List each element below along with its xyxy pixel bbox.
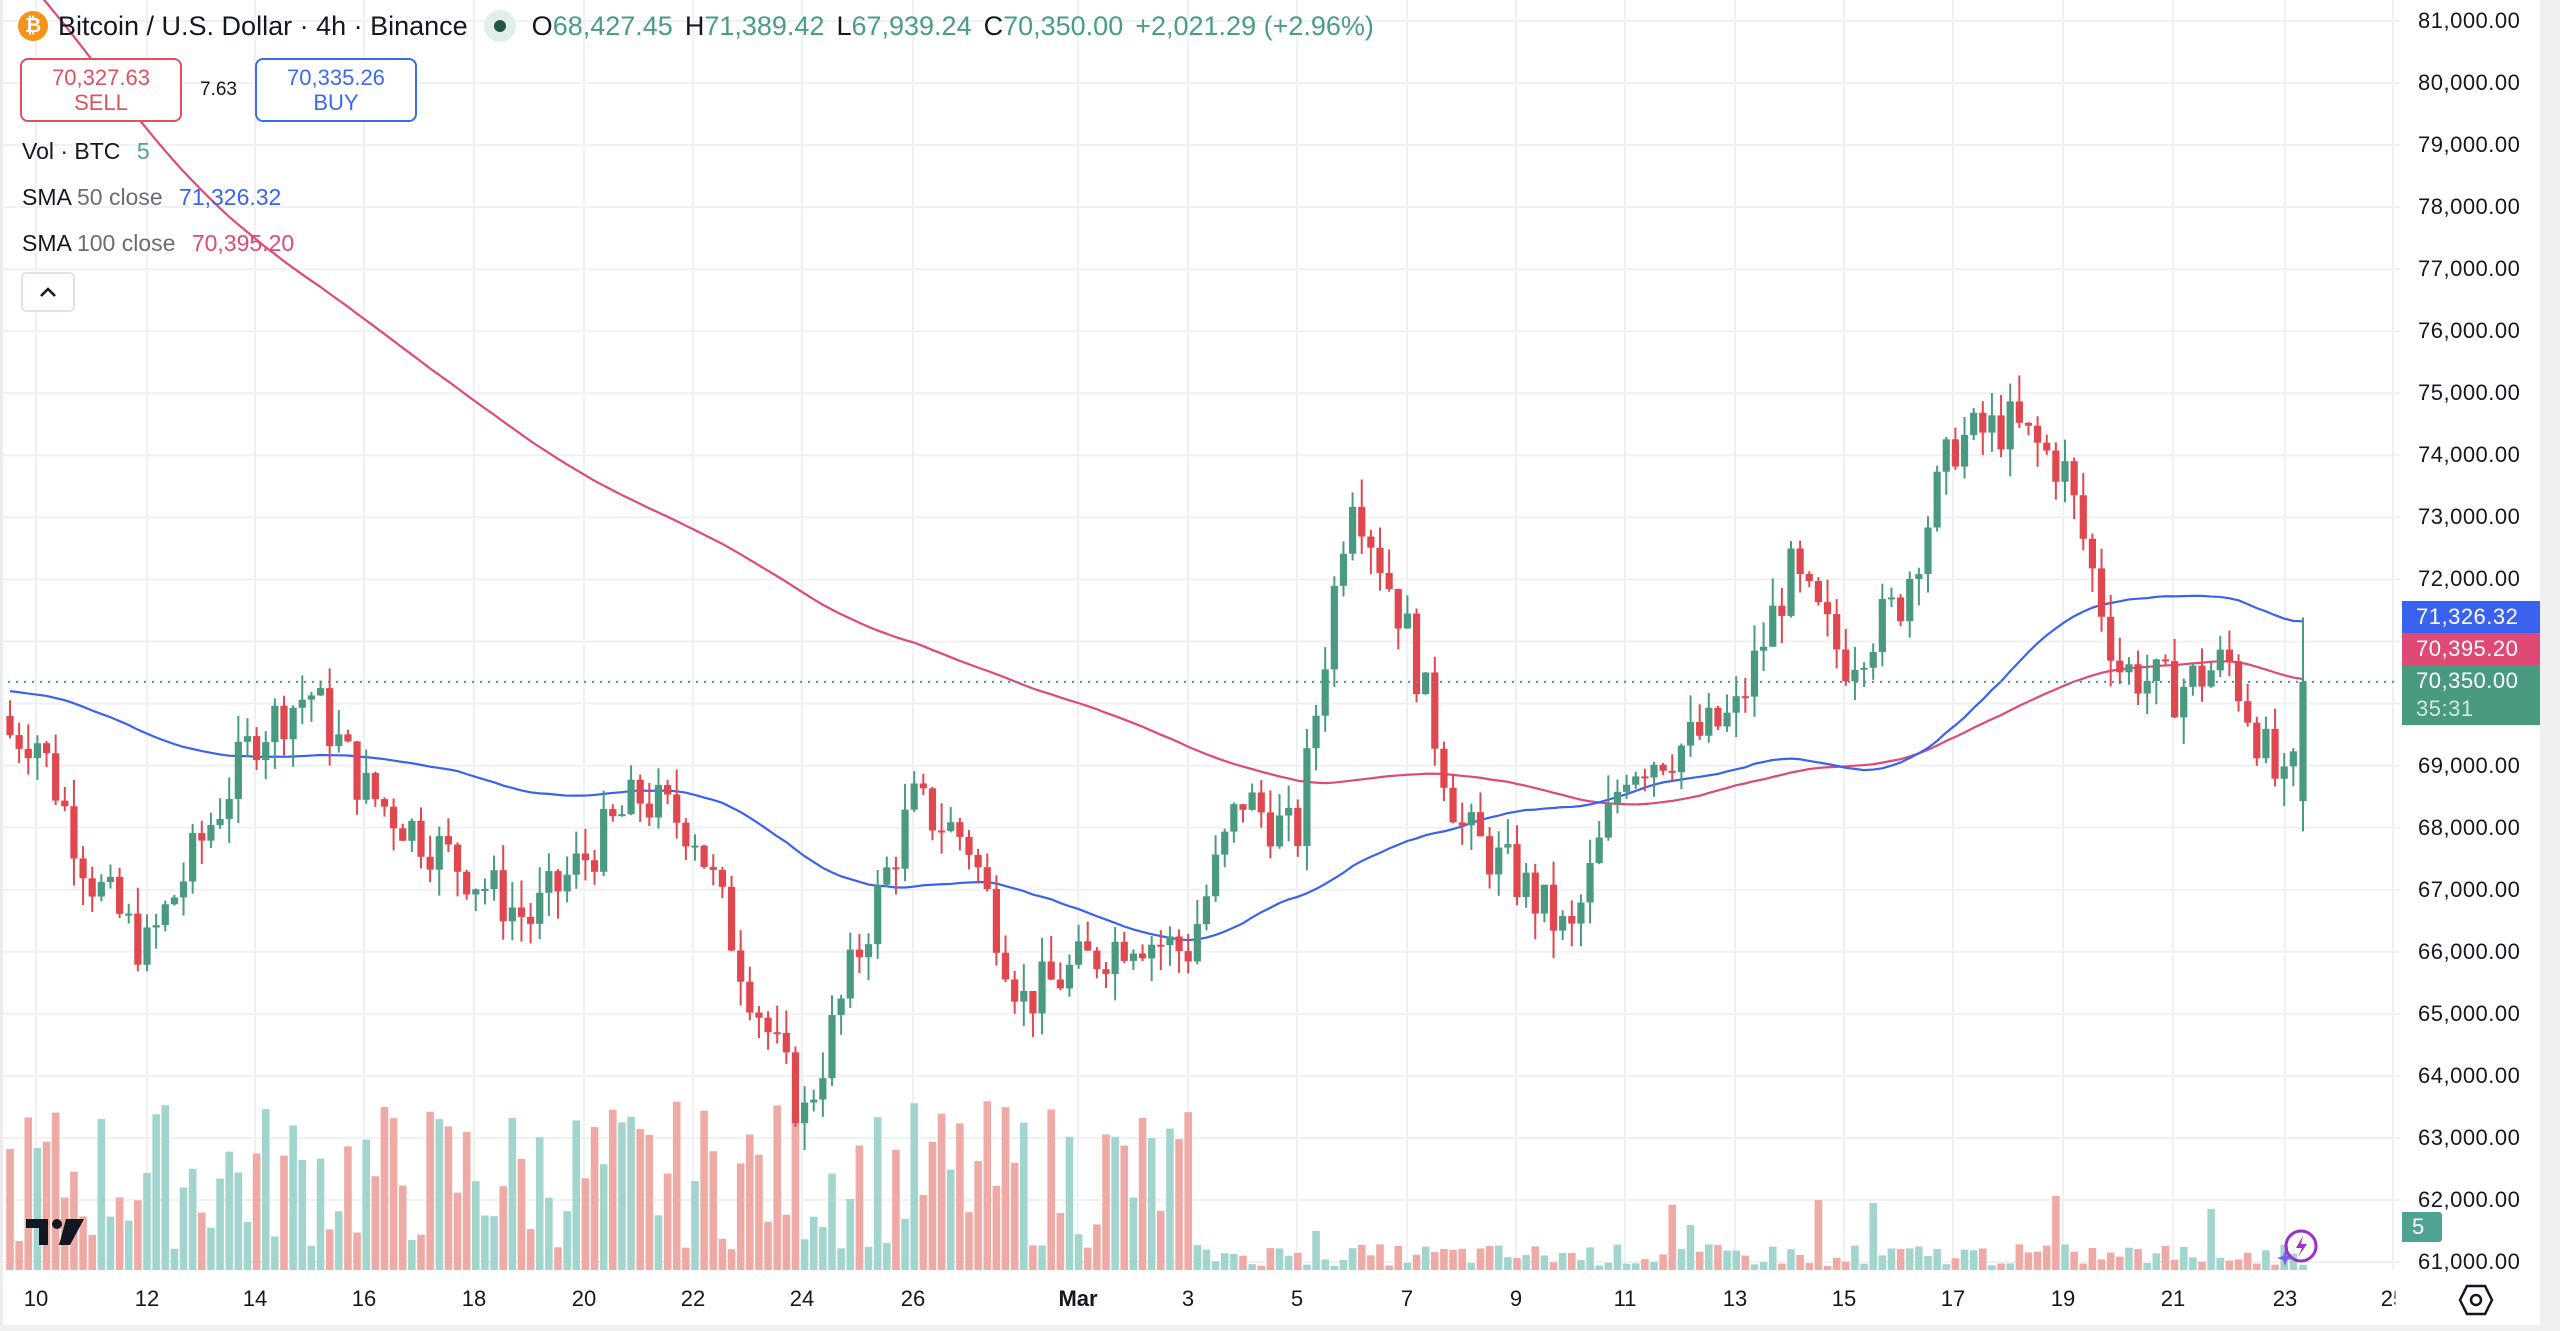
sma50-price-tag: 71,326.32 [2402,601,2542,633]
time-axis-label: 25 [2380,1286,2406,1311]
time-axis-label: 26 [900,1286,926,1311]
time-axis-label: 22 [680,1286,706,1311]
right-scroll-panel [2540,0,2560,1331]
price-axis-label: 77,000.00 [2418,256,2521,282]
market-status-icon[interactable] [483,10,516,42]
trade-panel: 70,327.63 SELL 7.63 70,335.26 BUY [20,58,417,122]
sell-price: 70,327.63 [52,64,150,90]
volume-tag: 5 [2402,1212,2442,1242]
price-axis-label: 73,000.00 [2418,504,2521,530]
time-axis-label: 14 [242,1286,268,1311]
price-axis-label: 75,000.00 [2418,380,2521,406]
low-value: 67,939.24 [851,10,972,41]
high-label: H [684,10,705,41]
low-label: L [836,10,852,41]
time-axis-label: Mar [1058,1286,1098,1311]
sell-button[interactable]: 70,327.63 SELL [20,58,182,122]
price-axis-label: 68,000.00 [2418,814,2521,840]
chart-left-border [0,0,3,1325]
close-value: 70,350.00 [1003,10,1124,41]
lightning-bolt-icon[interactable] [2275,1228,2319,1277]
legend-sma50[interactable]: SMA 50 close 71,326.32 [22,184,281,211]
buy-price: 70,335.26 [287,64,385,90]
price-axis-label: 63,000.00 [2418,1124,2521,1150]
sma50-value: 71,326.32 [179,184,282,210]
sell-label: SELL [74,90,128,115]
time-axis-label: 5 [1290,1286,1304,1311]
time-axis-label: 3 [1181,1286,1195,1311]
symbol-title[interactable]: Bitcoin / U.S. Dollar · 4h · Binance [58,10,468,41]
time-axis-label: 9 [1509,1286,1523,1311]
last-price-tag: 70,350.00 35:31 [2402,665,2542,725]
open-label: O [531,10,553,41]
bitcoin-icon: ₿ [18,11,48,41]
time-axis-label: 10 [23,1286,49,1311]
collapse-legend-button[interactable] [21,272,75,312]
sma100-name: SMA [22,230,71,256]
time-axis-label: 7 [1400,1286,1414,1311]
time-axis-label: 18 [461,1286,487,1311]
change-value: +2,021.29 (+2.96%) [1135,10,1374,41]
price-axis-label: 64,000.00 [2418,1062,2521,1088]
sma50-params: 50 close [76,184,163,210]
price-axis-label: 79,000.00 [2418,132,2521,158]
time-axis-label: 15 [1831,1286,1857,1311]
legend-volume[interactable]: Vol · BTC 5 [22,138,150,165]
time-axis-label: 11 [1613,1286,1637,1311]
symbol-header: ₿ Bitcoin / U.S. Dollar · 4h · Binance O… [18,10,1374,42]
price-axis-label: 74,000.00 [2418,442,2521,468]
price-axis-label: 65,000.00 [2418,1000,2521,1026]
price-axis-label: 78,000.00 [2418,194,2521,220]
close-label: C [983,10,1004,41]
price-axis-label: 81,000.00 [2418,8,2521,33]
price-axis-label: 72,000.00 [2418,566,2521,592]
time-axis-label: 24 [789,1286,815,1311]
time-axis-label: 16 [351,1286,377,1311]
sma100-price-tag: 70,395.20 [2402,633,2542,665]
time-axis-label: 20 [571,1286,597,1311]
time-axis-label: 23 [2272,1286,2298,1311]
time-axis-label: 17 [1940,1286,1966,1311]
time-axis-label: 19 [2050,1286,2076,1311]
price-axis-label: 61,000.00 [2418,1249,2521,1274]
chevron-up-icon [40,287,56,297]
tradingview-logo-icon[interactable] [26,1215,86,1254]
price-axis-label: 67,000.00 [2418,876,2521,902]
open-value: 68,427.45 [552,10,673,41]
price-axis-label: 80,000.00 [2418,70,2521,96]
price-axis-label: 66,000.00 [2418,938,2521,964]
sma100-params: 100 close [76,230,176,256]
time-axis-label: 21 [2160,1286,2186,1311]
price-axis-label: 76,000.00 [2418,318,2521,344]
price-axis-label: 62,000.00 [2418,1186,2521,1212]
price-axis-label: 69,000.00 [2418,752,2521,778]
volume-label: Vol · BTC [22,138,121,164]
gear-icon[interactable] [2458,1284,2494,1321]
bottom-border [0,1325,2560,1331]
buy-label: BUY [313,90,359,115]
time-axis-label: 13 [1722,1286,1748,1311]
sma100-value: 70,395.20 [191,230,295,256]
spread-value: 7.63 [200,79,237,100]
sma50-name: SMA [22,184,71,210]
bar-countdown: 35:31 [2416,696,2474,721]
high-value: 71,389.42 [704,10,825,41]
legend-sma100[interactable]: SMA 100 close 70,395.20 [22,230,294,257]
buy-button[interactable]: 70,335.26 BUY [254,58,417,122]
last-price-value: 70,350.00 [2416,668,2519,693]
volume-value: 5 [136,138,150,164]
time-axis-label: 12 [134,1286,160,1311]
